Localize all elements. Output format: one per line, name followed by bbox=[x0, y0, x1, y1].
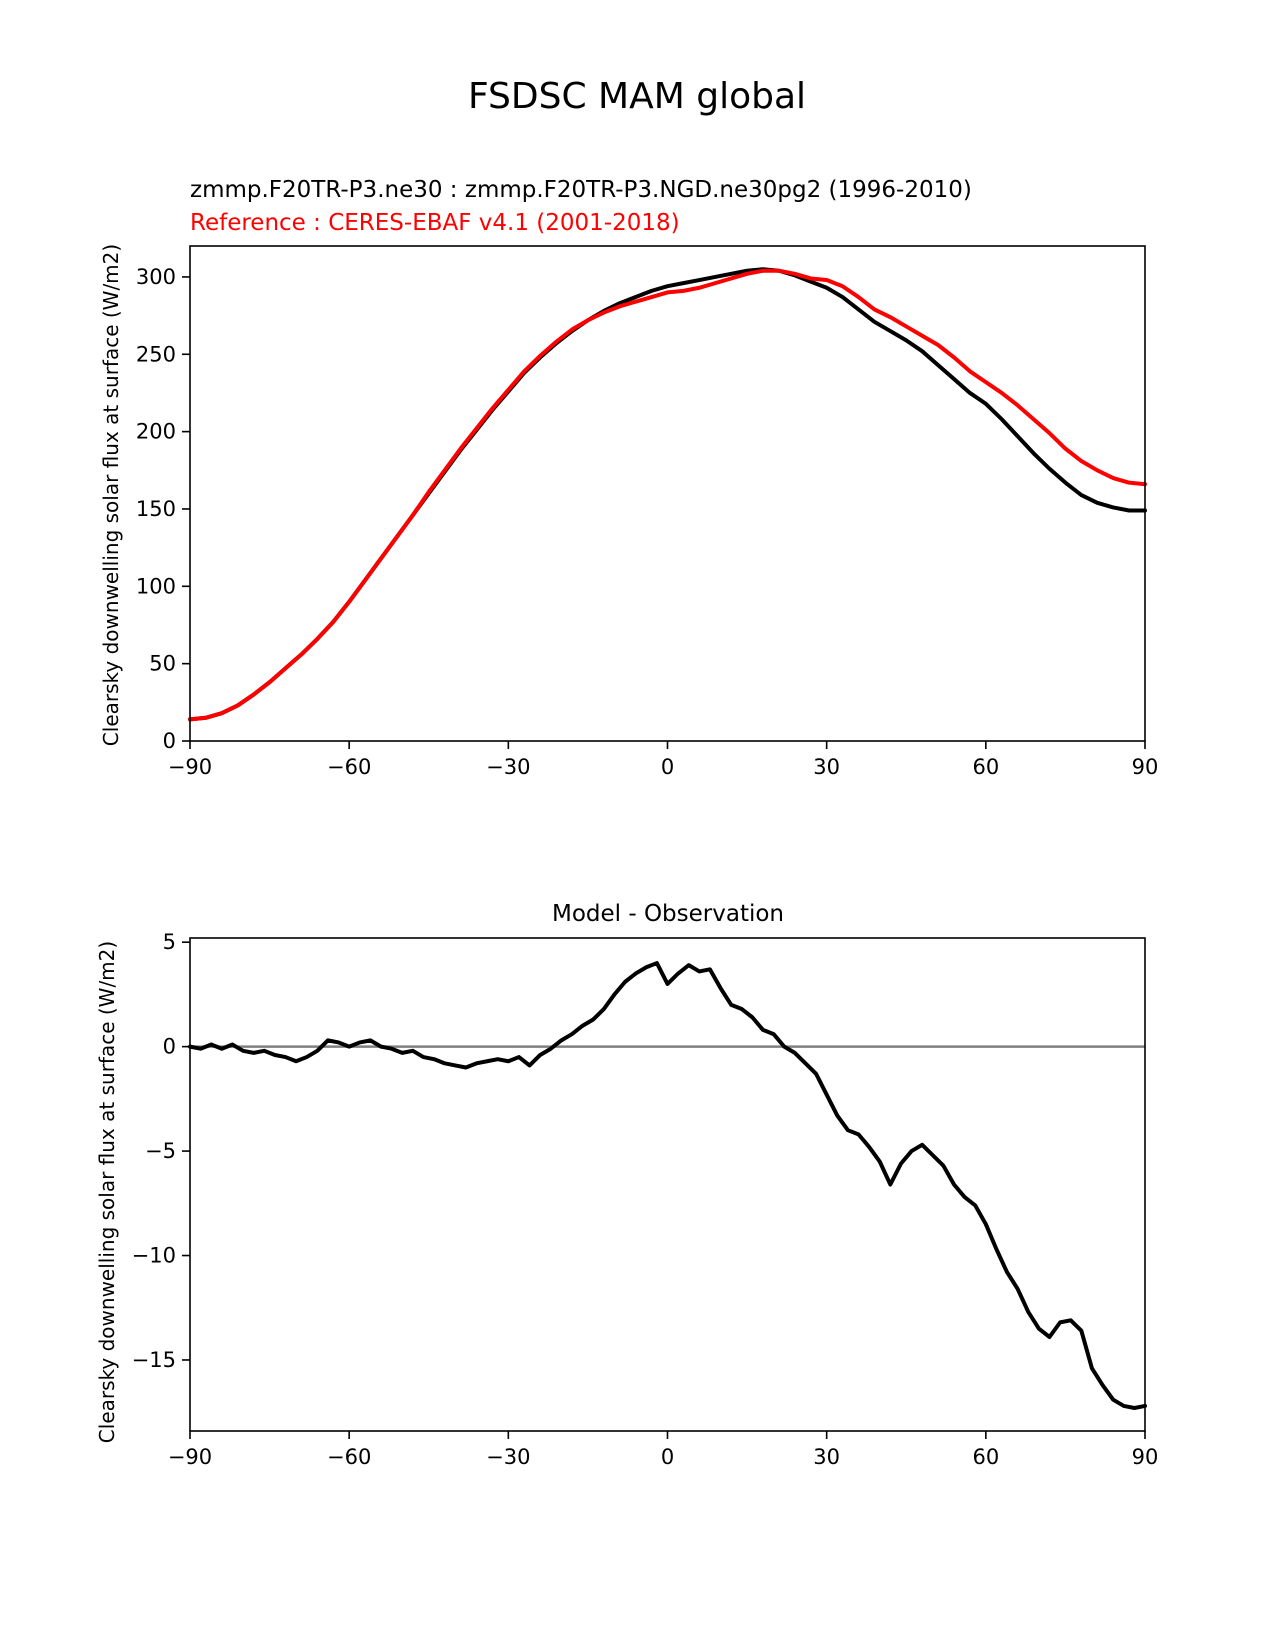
x-tick-label: −90 bbox=[168, 1445, 212, 1469]
y-tick-label: 150 bbox=[136, 497, 176, 521]
bottom-title: Model - Observation bbox=[552, 901, 784, 927]
x-tick-label: −30 bbox=[486, 1445, 530, 1469]
x-tick-label: −90 bbox=[168, 755, 212, 779]
bottom-ylabel: Clearsky downwelling solar flux at surfa… bbox=[95, 941, 119, 1443]
y-tick-label: 0 bbox=[163, 1035, 176, 1059]
y-tick-label: 50 bbox=[149, 652, 176, 676]
x-tick-label: 0 bbox=[661, 755, 674, 779]
reference-obs-line bbox=[188, 268, 1147, 722]
figure-suptitle: FSDSC MAM global bbox=[468, 76, 806, 117]
x-tick-label: 0 bbox=[661, 1445, 674, 1469]
y-tick-label: 200 bbox=[136, 420, 176, 444]
model-minus-obs-line bbox=[188, 961, 1147, 1411]
axes-frame bbox=[189, 245, 1146, 742]
x-tick-label: −60 bbox=[327, 1445, 371, 1469]
bottom-panel: Model - Observation −90 −60 −30 0 30 60 90 5 0 −5… bbox=[95, 901, 1158, 1469]
top-panel: zmmp.F20TR-P3.ne30 : zmmp.F20TR-P3.NGD.n… bbox=[99, 177, 1158, 779]
y-tick-label: 250 bbox=[136, 342, 176, 366]
x-tick-label: 60 bbox=[972, 755, 999, 779]
x-tick-label: 30 bbox=[813, 1445, 840, 1469]
top-title-test: zmmp.F20TR-P3.ne30 : zmmp.F20TR-P3.NGD.n… bbox=[190, 177, 972, 203]
y-tick-label: −15 bbox=[132, 1348, 176, 1372]
top-title-ref: Reference : CERES-EBAF v4.1 (2001-2018) bbox=[190, 210, 680, 236]
bottom-plot-area: −90 −60 −30 0 30 60 90 5 0 −5 −10 −15 bbox=[132, 930, 1159, 1469]
y-tick-label: −5 bbox=[145, 1139, 176, 1163]
axes-frame bbox=[189, 937, 1146, 1432]
test-model-line bbox=[188, 267, 1147, 722]
x-tick-label: −30 bbox=[486, 755, 530, 779]
y-tick-label: −10 bbox=[132, 1244, 176, 1268]
x-tick-label: 60 bbox=[972, 1445, 999, 1469]
y-tick-label: 5 bbox=[163, 930, 176, 954]
x-tick-label: 90 bbox=[1132, 755, 1159, 779]
y-tick-label: 0 bbox=[163, 729, 176, 753]
x-tick-label: −60 bbox=[327, 755, 371, 779]
top-ylabel: Clearsky downwelling solar flux at surfa… bbox=[99, 244, 123, 746]
top-plot-area: −90 −60 −30 0 30 60 90 0 50 100 150 200 250 300 bbox=[136, 245, 1159, 779]
x-tick-label: 90 bbox=[1132, 1445, 1159, 1469]
y-tick-label: 100 bbox=[136, 574, 176, 598]
y-tick-label: 300 bbox=[136, 265, 176, 289]
x-tick-label: 30 bbox=[813, 755, 840, 779]
